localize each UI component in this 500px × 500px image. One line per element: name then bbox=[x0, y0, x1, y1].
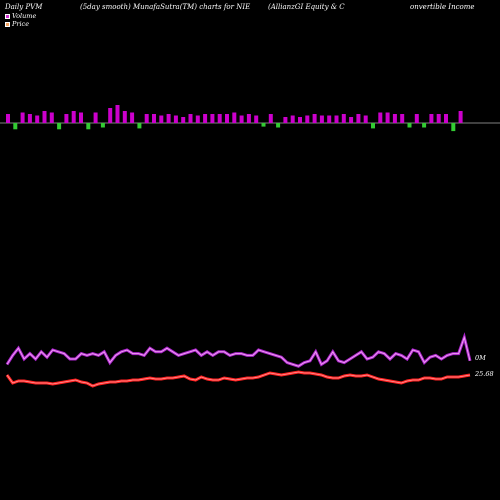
volume-bar bbox=[137, 123, 142, 129]
volume-bar bbox=[298, 117, 302, 123]
chart-title-part-3: (AllianzGI Equity & C bbox=[268, 3, 345, 11]
legend-price-label: Price bbox=[12, 20, 30, 28]
volume-bar bbox=[108, 108, 113, 123]
volume-line-inner bbox=[6, 335, 471, 367]
volume-bar bbox=[407, 123, 412, 128]
volume-bar bbox=[254, 115, 259, 123]
volume-bar bbox=[290, 115, 295, 123]
price-axis-label: 25.68 bbox=[474, 370, 494, 378]
volume-bar bbox=[422, 123, 427, 128]
legend-volume-swatch bbox=[5, 13, 10, 19]
volume-bar bbox=[349, 117, 354, 123]
volume-bar bbox=[35, 115, 40, 123]
volume-bar bbox=[371, 123, 375, 129]
volume-bar bbox=[79, 112, 83, 123]
volume-bar bbox=[341, 114, 346, 123]
volume-bar bbox=[173, 115, 178, 123]
volume-bar bbox=[115, 105, 120, 123]
volume-bar bbox=[93, 112, 98, 123]
volume-bar bbox=[49, 112, 54, 123]
volume-bar bbox=[152, 114, 156, 123]
volume-bar bbox=[319, 115, 324, 123]
volume-bar bbox=[429, 114, 434, 123]
volume-bar bbox=[458, 111, 463, 123]
volume-bar bbox=[217, 114, 222, 123]
volume-bar bbox=[210, 114, 215, 123]
volume-bar bbox=[392, 114, 397, 123]
volume-bar bbox=[71, 111, 76, 123]
volume-bar bbox=[195, 115, 200, 123]
volume-bar bbox=[159, 115, 164, 123]
legend-volume: Volume bbox=[5, 12, 36, 20]
volume-bar bbox=[312, 114, 317, 123]
volume-bar bbox=[363, 115, 368, 123]
volume-bar bbox=[334, 115, 339, 123]
volume-bar bbox=[100, 123, 105, 128]
volume-bars bbox=[6, 105, 463, 132]
price-line-inner bbox=[6, 371, 471, 387]
volume-bar bbox=[225, 114, 229, 123]
volume-line bbox=[5, 332, 472, 368]
price-line bbox=[5, 370, 471, 388]
volume-bar bbox=[268, 114, 273, 123]
volume-bar bbox=[6, 114, 10, 123]
volume-bar bbox=[400, 114, 405, 123]
volume-bar bbox=[356, 114, 361, 123]
volume-bar bbox=[444, 114, 448, 123]
legend-volume-label: Volume bbox=[12, 12, 37, 20]
volume-bar bbox=[130, 112, 135, 123]
chart-title-part-2: (5day smooth) MunafaSutra(TM) charts for… bbox=[80, 3, 251, 11]
volume-bar bbox=[385, 112, 390, 123]
volume-bar bbox=[305, 115, 310, 123]
legend-price-swatch bbox=[5, 21, 10, 27]
volume-bar bbox=[283, 117, 288, 123]
volume-bar bbox=[144, 114, 149, 123]
legend-price: Price bbox=[5, 20, 29, 28]
volume-bar bbox=[451, 123, 456, 132]
volume-bar bbox=[327, 115, 332, 123]
chart-title-part-1: Daily PVM bbox=[5, 3, 43, 11]
volume-bar bbox=[57, 123, 62, 130]
volume-bar bbox=[181, 117, 186, 123]
volume-bar bbox=[13, 123, 18, 130]
volume-bar bbox=[246, 114, 251, 123]
volume-bar bbox=[414, 114, 419, 123]
volume-bar bbox=[42, 111, 47, 123]
volume-bar bbox=[122, 111, 127, 123]
volume-bar bbox=[239, 115, 244, 123]
volume-bar bbox=[232, 112, 237, 123]
volume-bar bbox=[261, 123, 266, 127]
volume-bar bbox=[188, 114, 193, 123]
volume-bar bbox=[64, 114, 69, 123]
volume-bar bbox=[276, 123, 281, 128]
chart-title-part-4: onvertible Income bbox=[410, 3, 475, 11]
volume-bar bbox=[86, 123, 91, 130]
volume-bar bbox=[166, 114, 171, 123]
volume-axis-label: 0M bbox=[475, 354, 486, 362]
volume-bar bbox=[20, 112, 25, 123]
volume-bar bbox=[27, 114, 32, 123]
volume-bar bbox=[436, 114, 441, 123]
volume-bar bbox=[378, 112, 383, 123]
volume-bar bbox=[203, 114, 208, 123]
